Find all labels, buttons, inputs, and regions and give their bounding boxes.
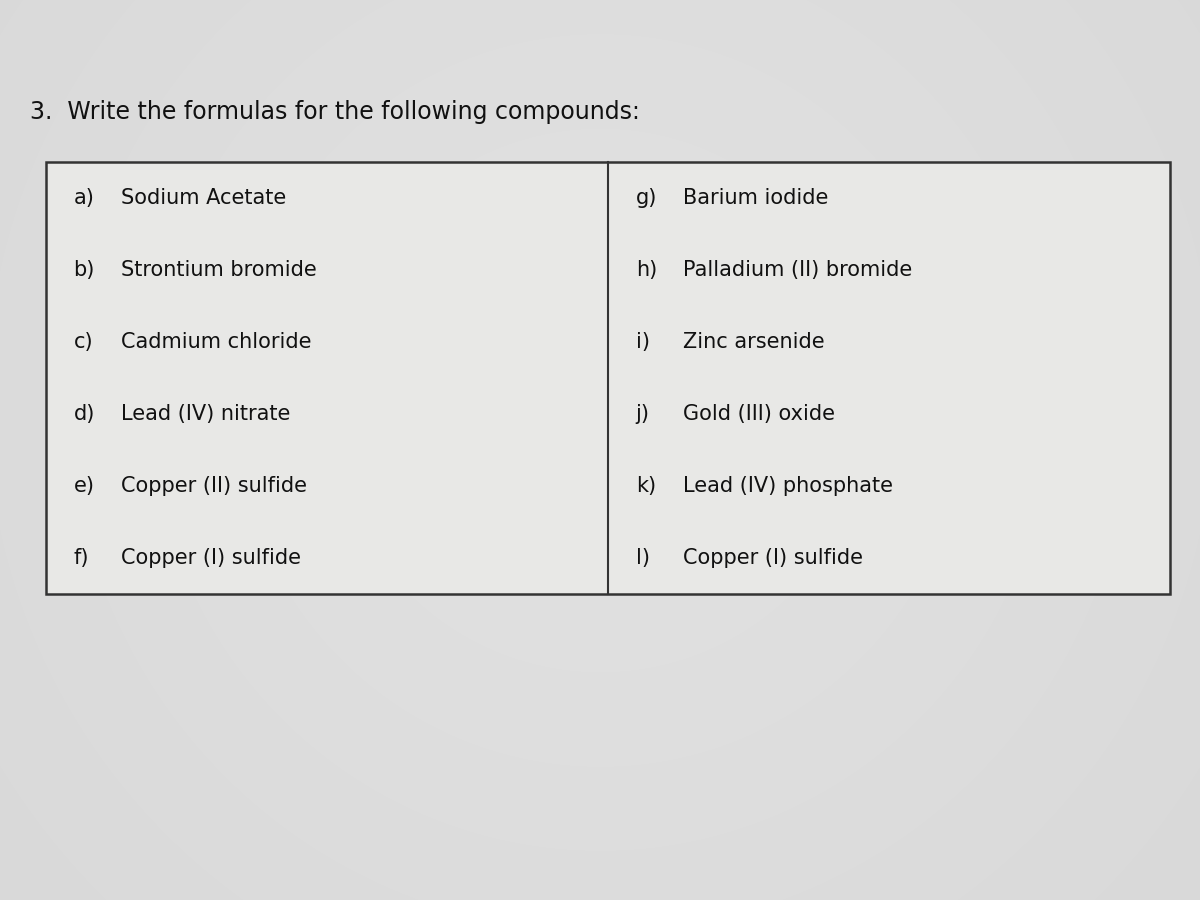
Text: Gold (III) oxide: Gold (III) oxide: [683, 404, 835, 424]
Text: Barium iodide: Barium iodide: [683, 188, 828, 208]
Text: 3.  Write the formulas for the following compounds:: 3. Write the formulas for the following …: [30, 101, 640, 124]
Text: Copper (I) sulfide: Copper (I) sulfide: [120, 548, 301, 568]
Text: Cadmium chloride: Cadmium chloride: [120, 332, 311, 352]
Text: Zinc arsenide: Zinc arsenide: [683, 332, 824, 352]
Text: k): k): [636, 476, 656, 496]
Text: Lead (IV) nitrate: Lead (IV) nitrate: [120, 404, 290, 424]
Text: f): f): [73, 548, 89, 568]
Bar: [46, 162, 1170, 594]
Text: Copper (II) sulfide: Copper (II) sulfide: [120, 476, 307, 496]
Text: d): d): [73, 404, 95, 424]
Text: i): i): [636, 332, 650, 352]
Text: l): l): [636, 548, 650, 568]
Text: e): e): [73, 476, 95, 496]
Text: Strontium bromide: Strontium bromide: [120, 260, 317, 280]
Text: c): c): [73, 332, 94, 352]
Text: Copper (I) sulfide: Copper (I) sulfide: [683, 548, 863, 568]
Text: a): a): [73, 188, 95, 208]
Text: Palladium (II) bromide: Palladium (II) bromide: [683, 260, 912, 280]
Text: h): h): [636, 260, 658, 280]
Text: Sodium Acetate: Sodium Acetate: [120, 188, 286, 208]
Text: b): b): [73, 260, 95, 280]
Text: g): g): [636, 188, 658, 208]
Text: Lead (IV) phosphate: Lead (IV) phosphate: [683, 476, 893, 496]
Text: j): j): [636, 404, 650, 424]
